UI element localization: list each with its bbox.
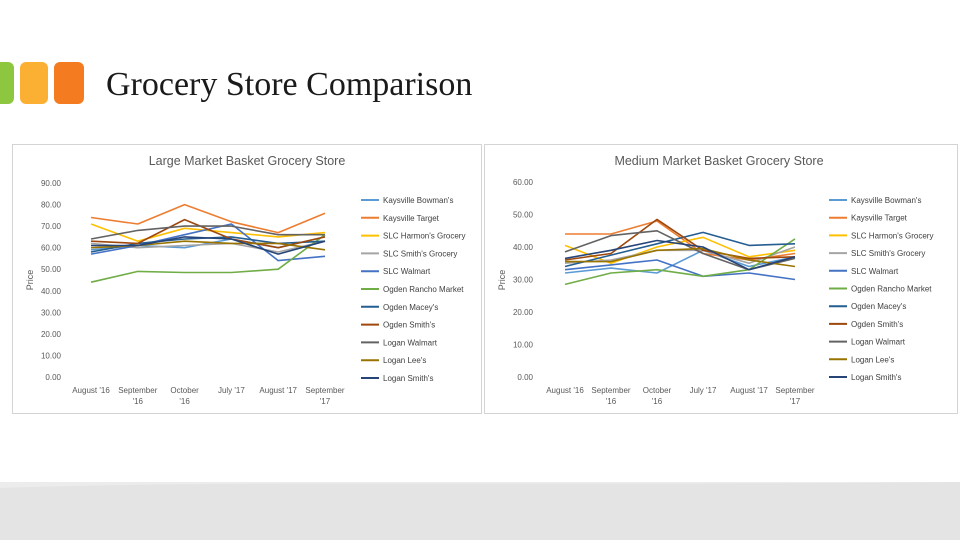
x-tick-label: August '16 bbox=[546, 386, 584, 395]
y-tick-label: 50.00 bbox=[513, 211, 534, 220]
chart-title: Large Market Basket Grocery Store bbox=[149, 154, 346, 168]
x-tick-label: September '17 bbox=[775, 386, 814, 406]
legend-label: Ogden Rancho Market bbox=[851, 285, 932, 294]
y-tick-label: 90.00 bbox=[41, 179, 62, 188]
legend-label: Ogden Macey's bbox=[851, 302, 906, 311]
slide-title: Grocery Store Comparison bbox=[106, 66, 473, 103]
footer-band bbox=[0, 482, 960, 540]
y-axis-label: Price bbox=[25, 270, 35, 291]
y-tick-label: 10.00 bbox=[41, 351, 62, 360]
legend-label: Kaysville Bowman's bbox=[851, 196, 921, 205]
y-axis-label: Price bbox=[497, 270, 507, 291]
series-line-ogden-rancho-market bbox=[564, 238, 796, 286]
x-tick-label: September '16 bbox=[118, 386, 157, 406]
chart-panel-medium: Medium Market Basket Grocery Store Price 0… bbox=[484, 144, 958, 414]
x-tick-label: August '16 bbox=[72, 386, 110, 395]
legend-label: Logan Lee's bbox=[383, 356, 426, 365]
y-tick-label: 60.00 bbox=[41, 244, 62, 253]
accent-block-yellow bbox=[20, 62, 48, 104]
series-line-ogden-rancho-market bbox=[90, 234, 326, 283]
legend-label: Logan Smith's bbox=[851, 373, 901, 382]
series-line-slc-walmart bbox=[564, 259, 796, 281]
legend-label: SLC Harmon's Grocery bbox=[383, 232, 465, 241]
medium-basket-line-chart: Medium Market Basket Grocery Store Price 0… bbox=[497, 154, 933, 406]
accent-block-orange bbox=[54, 62, 84, 104]
series-line-ogden-smith-s bbox=[90, 218, 326, 249]
legend-label: Kaysville Target bbox=[851, 214, 908, 223]
legend-label: Ogden Macey's bbox=[383, 303, 438, 312]
legend-label: Kaysville Target bbox=[383, 214, 440, 223]
x-tick-label: September '16 bbox=[591, 386, 630, 406]
y-tick-label: 50.00 bbox=[41, 265, 62, 274]
legend-label: Ogden Smith's bbox=[383, 321, 435, 330]
large-basket-line-chart: Large Market Basket Grocery Store Price 0.… bbox=[25, 154, 465, 406]
legend-label: SLC Smith's Grocery bbox=[383, 249, 457, 258]
x-tick-label: September '17 bbox=[305, 386, 344, 406]
x-tick-label: August '17 bbox=[259, 386, 297, 395]
y-tick-label: 30.00 bbox=[41, 308, 62, 317]
legend-label: Kaysville Bowman's bbox=[383, 196, 453, 205]
x-tick-label: October '16 bbox=[643, 386, 672, 406]
legend-label: Ogden Rancho Market bbox=[383, 285, 464, 294]
y-tick-label: 0.00 bbox=[45, 373, 61, 382]
x-tick-label: July '17 bbox=[218, 386, 245, 395]
legend-label: Logan Lee's bbox=[851, 355, 894, 364]
chart-panel-large: Large Market Basket Grocery Store Price 0.… bbox=[12, 144, 482, 414]
y-tick-label: 60.00 bbox=[513, 178, 534, 187]
legend-label: Logan Walmart bbox=[383, 338, 438, 347]
y-tick-label: 80.00 bbox=[41, 201, 62, 210]
series-line-logan-lee-s bbox=[565, 247, 796, 268]
x-tick-label: October '16 bbox=[170, 386, 199, 406]
x-tick-label: July '17 bbox=[690, 386, 717, 395]
y-tick-label: 20.00 bbox=[513, 308, 534, 317]
y-tick-label: 70.00 bbox=[41, 222, 62, 231]
legend-label: SLC Walmart bbox=[851, 267, 899, 276]
series-line-ogden-macey-s bbox=[564, 231, 796, 268]
legend-label: SLC Harmon's Grocery bbox=[851, 231, 933, 240]
legend-label: SLC Walmart bbox=[383, 267, 431, 276]
y-tick-label: 40.00 bbox=[513, 243, 534, 252]
x-tick-label: August '17 bbox=[730, 386, 768, 395]
series-line-logan-smith-s bbox=[564, 239, 796, 271]
accent-block-green bbox=[0, 62, 14, 104]
legend-label: Logan Smith's bbox=[383, 374, 433, 383]
series-line-logan-smith-s bbox=[91, 236, 326, 255]
legend-label: Ogden Smith's bbox=[851, 320, 903, 329]
series-line-kaysville-target bbox=[90, 203, 326, 234]
series-line-slc-harmon-s-grocery bbox=[90, 223, 326, 242]
y-tick-label: 30.00 bbox=[513, 276, 534, 285]
series-line-logan-walmart bbox=[90, 225, 325, 240]
footer-wave bbox=[0, 482, 960, 540]
series-line-ogden-smith-s bbox=[564, 218, 796, 261]
y-tick-label: 0.00 bbox=[517, 373, 533, 382]
chart-title: Medium Market Basket Grocery Store bbox=[614, 154, 823, 168]
y-tick-label: 10.00 bbox=[513, 341, 534, 350]
y-tick-label: 20.00 bbox=[41, 330, 62, 339]
legend-label: SLC Smith's Grocery bbox=[851, 249, 925, 258]
y-tick-label: 40.00 bbox=[41, 287, 62, 296]
legend-label: Logan Walmart bbox=[851, 338, 906, 347]
